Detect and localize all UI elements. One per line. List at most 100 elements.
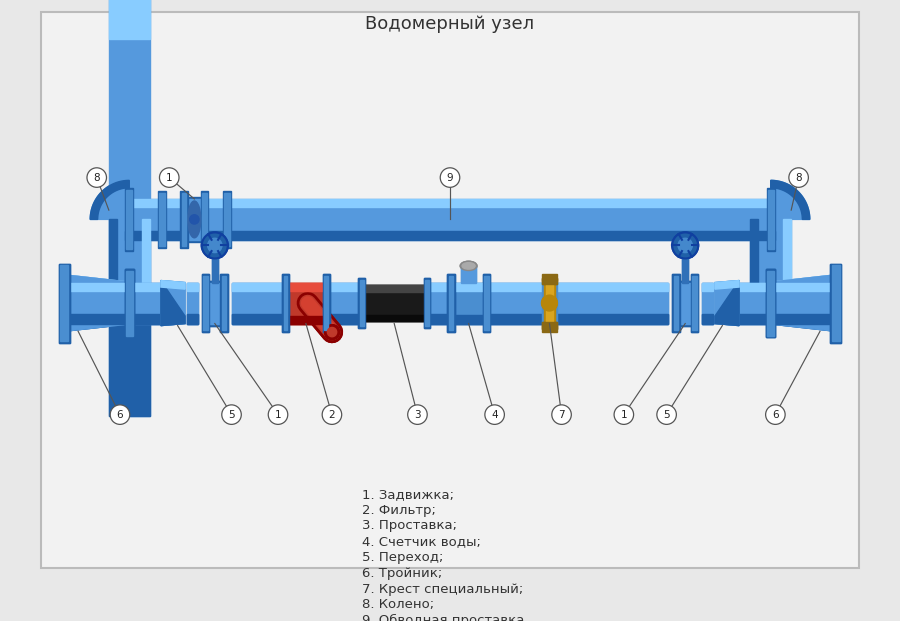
Bar [285,316,327,324]
Bar [64,283,104,291]
Bar [159,193,165,246]
Bar [231,314,285,324]
Circle shape [440,168,460,188]
Bar [231,283,285,324]
Polygon shape [769,180,810,221]
Polygon shape [64,275,134,290]
Polygon shape [161,281,185,325]
Bar [201,191,208,248]
Bar [285,283,327,324]
Bar [557,314,669,324]
Bar [202,274,209,332]
Ellipse shape [462,263,475,269]
Circle shape [322,405,342,424]
Bar [362,286,427,292]
Bar [360,279,364,327]
Bar [327,283,360,291]
Bar [542,274,557,281]
Bar [64,314,104,324]
Bar [796,314,836,324]
Circle shape [614,405,634,424]
Text: 1: 1 [274,410,282,420]
Bar [362,285,427,321]
Bar [545,303,554,325]
Circle shape [208,238,222,253]
Bar [362,286,427,292]
Bar [125,188,133,251]
Bar [767,188,775,251]
Text: 8: 8 [796,173,802,183]
Bar [131,314,168,324]
Bar [64,314,128,324]
Bar [487,283,542,291]
Circle shape [202,232,228,258]
Bar [768,190,773,249]
Polygon shape [90,180,130,219]
Bar [702,314,713,324]
Bar [358,278,365,329]
Text: 5: 5 [229,410,235,420]
Circle shape [268,405,288,424]
Bar [557,283,669,291]
Circle shape [190,215,199,224]
Bar [425,279,428,327]
Bar [109,219,117,303]
Polygon shape [715,281,739,325]
Bar [768,271,774,335]
Bar [682,250,688,283]
Bar [542,278,557,284]
Bar [126,271,132,335]
Circle shape [208,238,222,253]
Bar [428,314,450,324]
Circle shape [485,405,504,424]
Bar [424,278,430,329]
Bar [327,283,360,324]
Bar [692,276,697,330]
Polygon shape [64,275,134,331]
Bar [424,278,430,329]
Text: 7. Крест специальный;: 7. Крест специальный; [362,582,524,596]
Bar [327,314,360,324]
Bar [676,281,695,325]
Text: 1. Задвижка;: 1. Задвижка; [362,488,454,501]
Bar [545,303,554,325]
Circle shape [657,405,677,424]
Bar [691,274,698,332]
Bar [451,283,486,324]
Bar [451,315,486,324]
Polygon shape [766,275,836,331]
Polygon shape [766,275,836,331]
Bar [796,283,836,324]
Bar [283,274,289,332]
Bar [231,283,285,291]
Bar [447,274,454,332]
Bar [451,283,486,291]
Circle shape [542,295,557,311]
Polygon shape [161,281,185,289]
Bar [180,191,188,248]
Text: 2: 2 [328,410,335,420]
Bar [126,271,132,335]
Bar [362,285,427,321]
Bar [766,269,776,337]
Bar [768,271,774,335]
Circle shape [678,238,692,253]
Polygon shape [766,275,836,290]
Bar [678,283,693,324]
Circle shape [325,325,339,340]
Bar [832,265,840,341]
Bar [358,278,365,329]
Bar [544,281,554,303]
Bar [202,193,207,246]
Bar [131,283,168,291]
Bar [58,263,70,343]
Bar [327,283,360,324]
Bar [224,193,230,246]
Bar [327,283,360,291]
Bar [542,278,557,284]
Bar [428,283,450,291]
Bar [542,283,557,324]
Bar [461,266,476,283]
Bar [131,283,168,324]
Bar [428,314,450,324]
